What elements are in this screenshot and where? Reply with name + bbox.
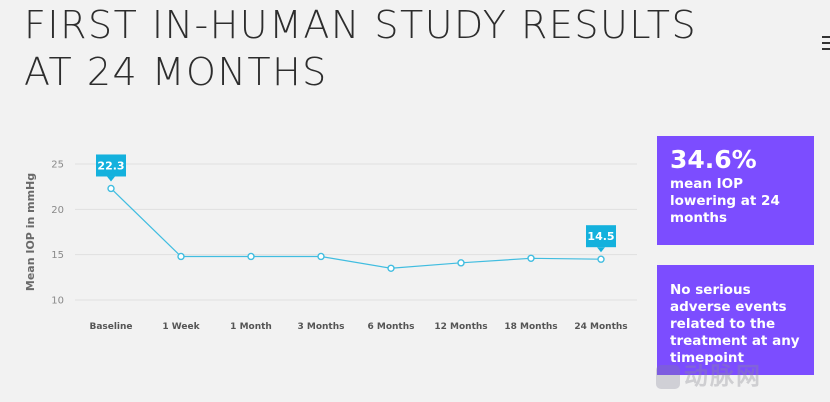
data-point [597, 255, 605, 263]
y-tick-label: 15 [51, 250, 64, 261]
chart-axes: 10 15 20 25 Mean IOP in mmHg Baseline 1 Week 1 … [24, 160, 628, 333]
stat-card-text: No serious adverse events related to the… [670, 282, 800, 366]
data-point [317, 252, 325, 261]
chart-grid [75, 163, 637, 301]
y-tick-label: 20 [51, 205, 64, 216]
line-chart: 10 15 20 25 Mean IOP in mmHg Baseline 1 Week 1 … [24, 154, 637, 333]
x-tick-label: Baseline [89, 322, 132, 332]
data-point [247, 252, 255, 261]
x-tick-label: 24 Months [574, 322, 627, 332]
page-title: FIRST IN-HUMAN STUDY RESULTS AT 24 MONTH… [24, 2, 697, 96]
y-axis-label: Mean IOP in mmHg [24, 173, 37, 291]
stat-card-text: mean IOP lowering at 24 months [670, 176, 780, 226]
data-point [387, 264, 395, 272]
data-point [107, 184, 115, 193]
x-tick-label: 1 Week [162, 322, 200, 332]
data-label: 14.5 [587, 230, 614, 243]
x-tick-label: 12 Months [434, 322, 487, 332]
title-line-1: FIRST IN-HUMAN STUDY RESULTS [24, 3, 698, 47]
stat-card-value: 34.6% [670, 145, 757, 174]
x-tick-label: 3 Months [297, 322, 344, 332]
stat-card-iop: 34.6% mean IOP lowering at 24 months [657, 136, 814, 245]
data-label-box [96, 154, 126, 177]
watermark-text: 动脉网 [684, 362, 762, 390]
data-label: 22.3 [97, 159, 124, 172]
x-tick-label: 1 Month [230, 322, 272, 332]
title-line-2: AT 24 MONTHS [24, 50, 328, 94]
watermark-logo-icon [656, 365, 680, 389]
data-point [457, 259, 465, 267]
x-tick-label: 6 Months [367, 322, 414, 332]
data-label-box [586, 225, 616, 248]
data-label-pointer [597, 247, 605, 253]
y-tick-label: 25 [51, 160, 64, 171]
y-tick-label: 10 [51, 296, 64, 307]
watermark: 动脉网 [656, 356, 762, 391]
data-label-pointer [107, 176, 115, 182]
series-line [110, 188, 602, 269]
data-point [527, 254, 535, 262]
x-tick-label: 18 Months [504, 322, 557, 332]
chart-callouts: 22.3 14.5 [96, 154, 616, 253]
menu-icon[interactable] [822, 36, 830, 50]
chart-series [107, 184, 605, 272]
data-point [177, 252, 185, 261]
stat-card-safety: No serious adverse events related to the… [657, 265, 814, 375]
